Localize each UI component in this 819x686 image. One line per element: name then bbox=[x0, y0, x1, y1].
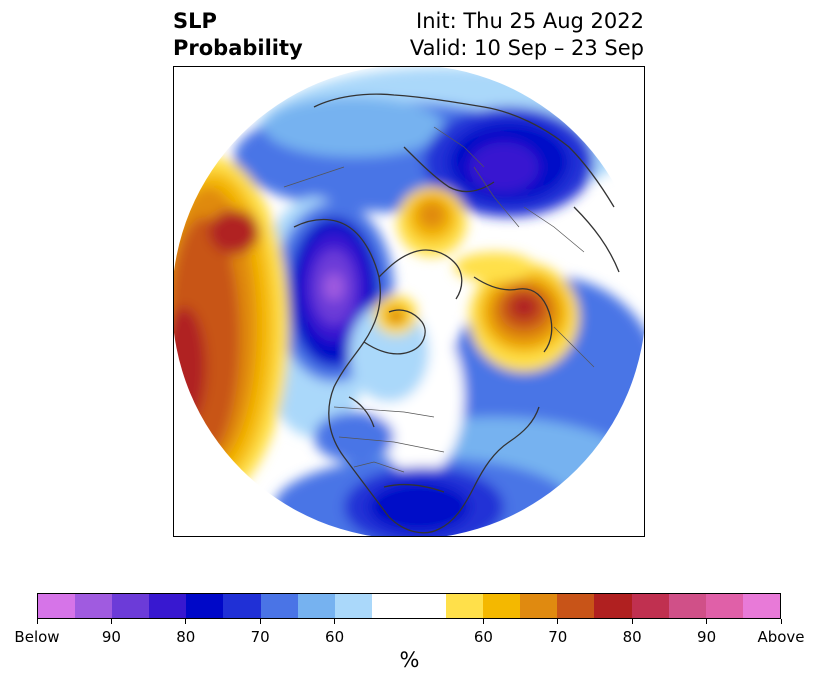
colorbar-tick-label: Below bbox=[14, 628, 60, 646]
chart-subtitle: Init: Thu 25 Aug 2022 Valid: 10 Sep – 23… bbox=[410, 8, 644, 62]
polar-map bbox=[173, 66, 645, 537]
colorbar-segment bbox=[668, 594, 706, 618]
colorbar-segment bbox=[260, 594, 298, 618]
colorbar-tick-mark bbox=[36, 619, 38, 624]
colorbar bbox=[37, 593, 781, 619]
colorbar-segment bbox=[371, 594, 409, 618]
colorbar-segment bbox=[446, 594, 484, 618]
colorbar-tick-label: 90 bbox=[101, 628, 121, 646]
colorbar-segment bbox=[483, 594, 521, 618]
colorbar-tick-mark bbox=[482, 619, 484, 624]
colorbar-segment bbox=[149, 594, 187, 618]
colorbar-segment bbox=[297, 594, 335, 618]
colorbar-segment bbox=[186, 594, 224, 618]
polar-map-svg bbox=[174, 67, 644, 536]
colorbar-tick-mark bbox=[185, 619, 187, 624]
chart-title: SLP Probability bbox=[173, 8, 303, 62]
colorbar-segment bbox=[742, 594, 780, 618]
colorbar-tick-mark bbox=[334, 619, 336, 624]
borders bbox=[283, 126, 595, 473]
colorbar-tick-label: 70 bbox=[250, 628, 270, 646]
colorbar-tick-mark bbox=[557, 619, 559, 624]
title-variable: SLP bbox=[173, 9, 217, 33]
colorbar-tick-label: Above bbox=[757, 628, 805, 646]
colorbar-segment bbox=[112, 594, 150, 618]
colorbar-tick-label: 80 bbox=[176, 628, 196, 646]
colorbar-segment bbox=[38, 594, 76, 618]
colorbar-segment bbox=[631, 594, 669, 618]
colorbar-segment bbox=[334, 594, 372, 618]
colorbar-segment bbox=[557, 594, 595, 618]
colorbar-tick-label: 80 bbox=[622, 628, 642, 646]
colorbar-tick-mark bbox=[631, 619, 633, 624]
colorbar-tick-label: 90 bbox=[697, 628, 717, 646]
colorbar-unit-label: % bbox=[399, 648, 420, 672]
colorbar-segment bbox=[75, 594, 113, 618]
colorbar-tick-label: 70 bbox=[548, 628, 568, 646]
colorbar-tick-mark bbox=[110, 619, 112, 624]
colorbar-segment bbox=[408, 594, 447, 618]
coastlines bbox=[293, 93, 620, 534]
colorbar-tick-mark bbox=[780, 619, 782, 624]
colorbar-segment bbox=[223, 594, 261, 618]
colorbar-tick-label: 60 bbox=[325, 628, 345, 646]
colorbar-segment bbox=[705, 594, 743, 618]
probability-field bbox=[174, 67, 644, 536]
valid-period: Valid: 10 Sep – 23 Sep bbox=[409, 36, 644, 60]
colorbar-tick-label: 60 bbox=[473, 628, 493, 646]
init-date: Init: Thu 25 Aug 2022 bbox=[416, 9, 644, 33]
colorbar-segment bbox=[594, 594, 632, 618]
colorbar-tick-mark bbox=[706, 619, 708, 624]
title-quantity: Probability bbox=[173, 36, 303, 60]
colorbar-segment bbox=[520, 594, 558, 618]
colorbar-tick-mark bbox=[259, 619, 261, 624]
